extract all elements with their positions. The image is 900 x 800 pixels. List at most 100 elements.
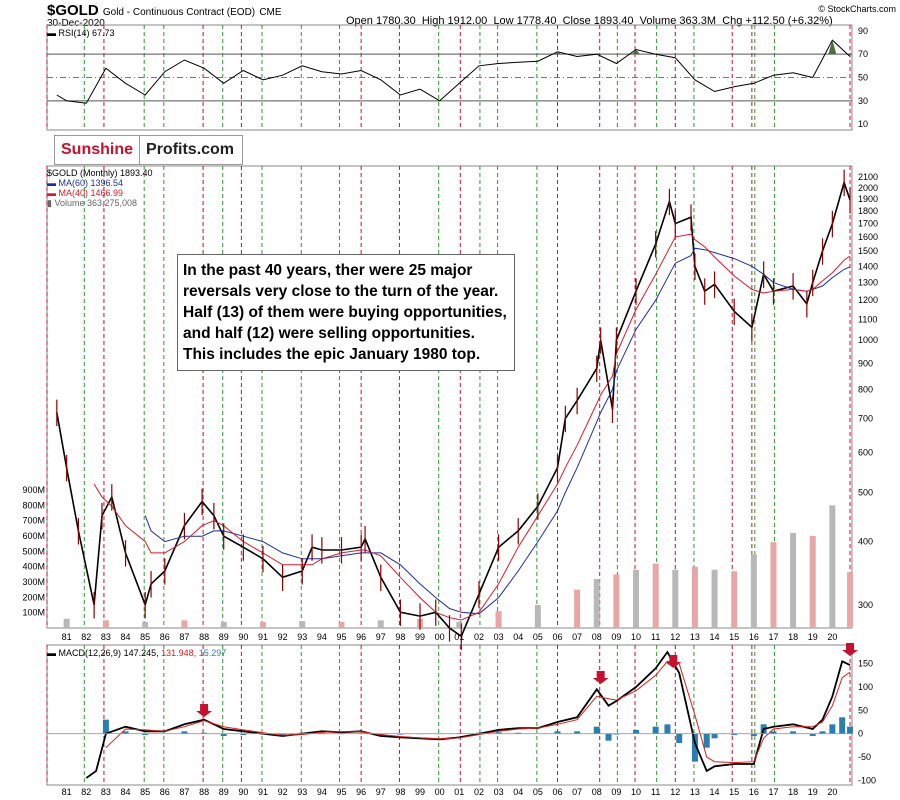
year-tick-label: 11 [651, 632, 660, 642]
year-tick-label-bottom: 99 [415, 787, 425, 797]
sell-signal-arrow-icon [842, 643, 859, 656]
price-tick-label: 1500 [858, 246, 878, 256]
year-tick-label-bottom: 85 [140, 787, 150, 797]
volume-bar [259, 621, 266, 628]
macd-tick-label: 50 [858, 705, 868, 715]
macd-histogram-bar [122, 731, 129, 734]
year-tick-label-bottom: 12 [670, 787, 680, 797]
volume-bar [829, 505, 836, 628]
macd-tick-label: -100 [858, 775, 876, 785]
year-tick-label-bottom: 94 [317, 787, 327, 797]
price-tick-label: 1000 [858, 335, 878, 345]
logo-part2: Profits.com [146, 141, 235, 158]
year-tick-label: 00 [435, 632, 445, 642]
year-tick-label-bottom: 13 [690, 787, 700, 797]
macd-histogram-bar [279, 733, 286, 735]
volume-bar [672, 569, 679, 628]
volume-bar [181, 620, 188, 628]
ma40-legend: ▬ MA(40) 1466.99 [47, 188, 124, 198]
volume-bar [377, 620, 384, 628]
price-tick-label: 1900 [858, 194, 878, 204]
year-tick-label-bottom: 87 [179, 787, 189, 797]
year-tick-label-bottom: 15 [729, 787, 739, 797]
volume-bar [456, 621, 463, 628]
macd-histogram-bar [613, 733, 620, 735]
year-tick-label: 01 [454, 632, 464, 642]
change-value: Chg +112.50 (+6.32%) [722, 15, 833, 27]
year-tick-label: 14 [710, 632, 720, 642]
price-tick-label: 1200 [858, 295, 878, 305]
year-tick-label-bottom: 01 [454, 787, 464, 797]
chart-date: 30-Dec-2020 [47, 18, 105, 29]
low-value: Low 1778.40 [493, 15, 557, 27]
year-tick-label-bottom: 17 [768, 787, 778, 797]
macd-histogram-bar [691, 733, 698, 762]
macd-histogram-bar [220, 733, 227, 736]
year-tick-label: 93 [297, 632, 307, 642]
open-value: Open 1780.30 [346, 15, 416, 27]
rsi-overbought-fill [632, 49, 641, 55]
macd-histogram-bar [142, 733, 149, 736]
macd-histogram-bar [731, 733, 738, 736]
volume-bar [731, 571, 738, 628]
macd-histogram-bar [703, 733, 710, 748]
macd-histogram-bar [676, 733, 683, 743]
price-tick-label: 1300 [858, 278, 878, 288]
year-tick-label: 19 [808, 632, 818, 642]
year-tick-label-bottom: 05 [533, 787, 543, 797]
contract-name: Gold - Continuous Contract (EOD) [102, 7, 256, 18]
year-tick-label: 83 [101, 632, 111, 642]
volume-bar [593, 578, 600, 628]
year-tick-label-bottom: 91 [258, 787, 268, 797]
volume-bar [574, 589, 581, 628]
macd-series-0 [85, 650, 851, 779]
price-series-0 [56, 179, 851, 638]
year-tick-label-bottom: 89 [219, 787, 229, 797]
exchange: CME [259, 7, 282, 18]
year-tick-label-bottom: 04 [513, 787, 523, 797]
logo-part1: Sunshine [55, 136, 141, 164]
macd-histogram-bar [102, 719, 109, 734]
volume-bar [652, 563, 659, 628]
macd-histogram-bar [201, 732, 208, 734]
macd-histogram-bar [829, 724, 836, 734]
year-tick-label: 85 [140, 632, 150, 642]
year-tick-label-bottom: 93 [297, 787, 307, 797]
macd-histogram-bar [495, 732, 502, 734]
macd-histogram-bar [664, 724, 671, 734]
volume-bar [847, 572, 854, 628]
year-tick-label: 86 [160, 632, 170, 642]
macd-histogram-bar [593, 726, 600, 734]
volume-legend: ▮ Volume 363,275,008 [47, 198, 138, 208]
macd-histogram-bar [240, 733, 247, 736]
year-tick-label-bottom: 83 [101, 787, 111, 797]
year-tick-label: 94 [317, 632, 327, 642]
macd-histogram-bar [181, 731, 188, 734]
macd-histogram-bar [819, 731, 826, 734]
year-tick-label: 12 [670, 632, 680, 642]
price-tick-label: 600 [858, 448, 873, 458]
macd-histogram-bar [554, 731, 561, 734]
price-tick-label: 1600 [858, 232, 878, 242]
year-tick-label-bottom: 95 [337, 787, 347, 797]
year-tick-label-bottom: 11 [651, 787, 660, 797]
volume-bar [299, 621, 306, 628]
year-tick-label: 20 [827, 632, 837, 642]
year-tick-label: 09 [611, 632, 621, 642]
volume-tick-label: 700M [22, 516, 45, 526]
macd-tick-label: 150 [858, 659, 873, 669]
year-tick-label-bottom: 90 [238, 787, 248, 797]
volume-tick-label: 400M [22, 562, 45, 572]
year-tick-label: 17 [768, 632, 778, 642]
year-tick-label-bottom: 81 [62, 787, 72, 797]
rsi-tick-label: 30 [858, 96, 868, 106]
year-tick-label: 07 [572, 632, 582, 642]
price-tick-label: 500 [858, 488, 873, 498]
price-tick-label: 700 [858, 414, 873, 424]
stockcharts-brand: © StockCharts.com [818, 4, 896, 14]
price-tick-label: 1700 [858, 219, 878, 229]
price-tick-label: 1100 [858, 314, 877, 324]
volume-bar [790, 532, 797, 628]
price-tick-label: 2000 [858, 183, 878, 193]
